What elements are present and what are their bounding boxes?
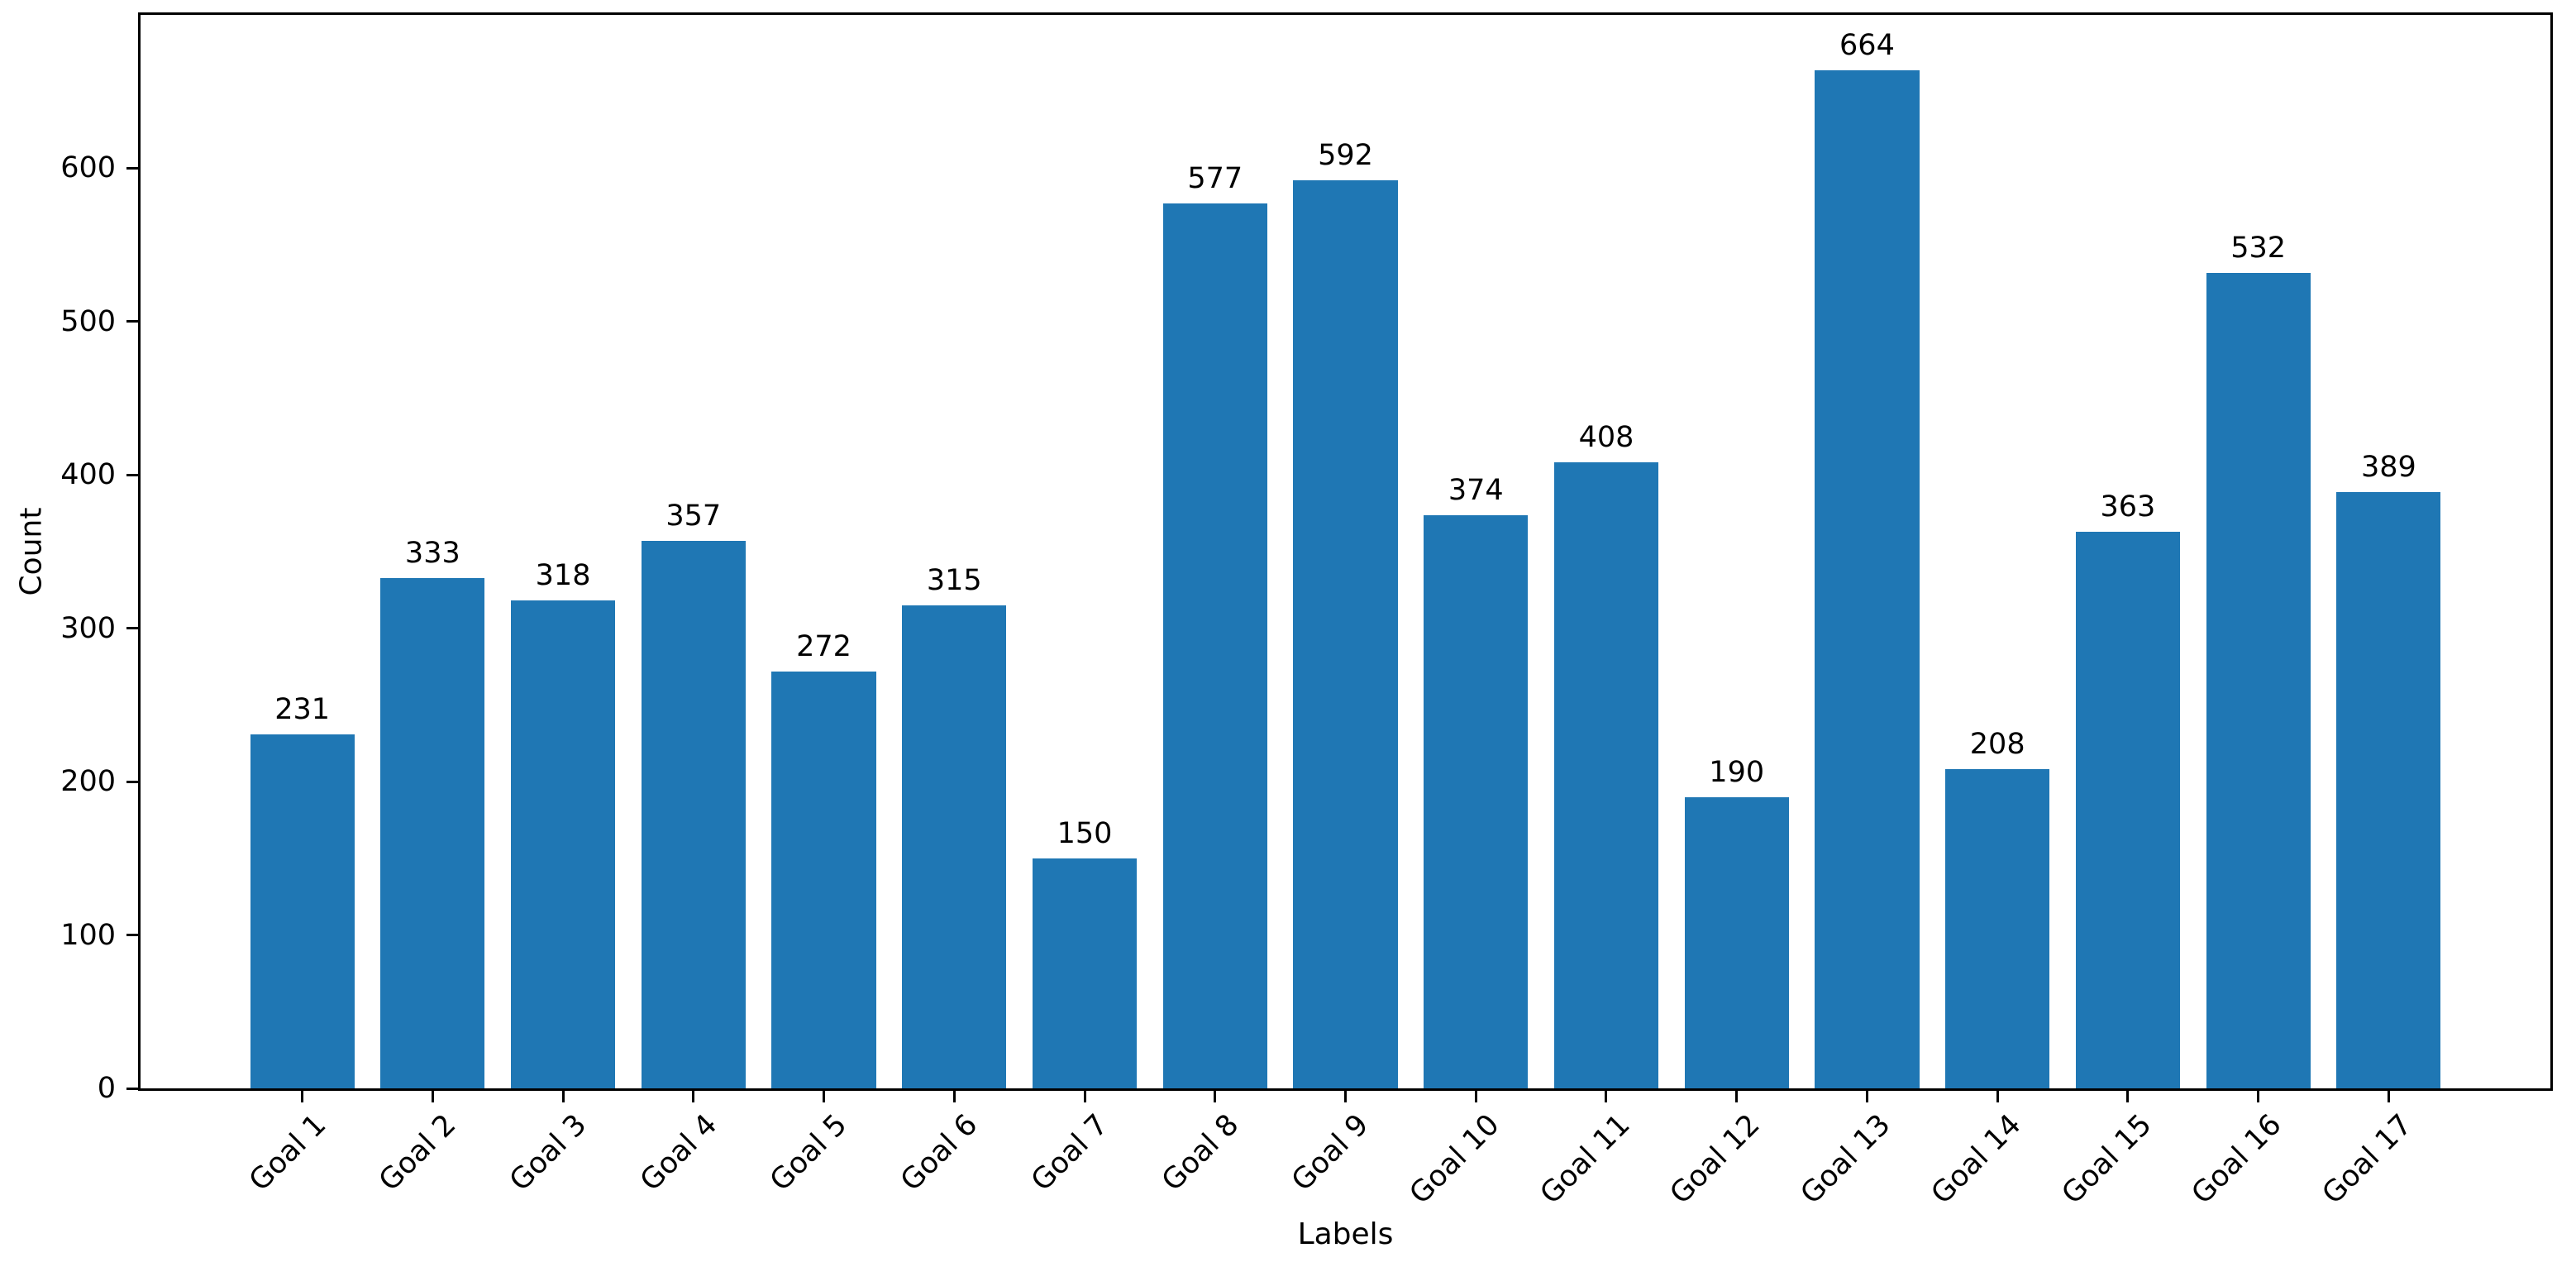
x-tick-mark — [1865, 1091, 1868, 1102]
y-tick-label: 300 — [60, 611, 116, 645]
bar-goal-12 — [1684, 796, 1789, 1088]
x-tick-label: Goal 5 — [764, 1108, 854, 1198]
y-tick-mark — [126, 1087, 138, 1090]
x-tick-mark — [1996, 1091, 1999, 1102]
bar-goal-3 — [510, 600, 616, 1088]
x-tick-label: Goal 9 — [1286, 1108, 1376, 1198]
bar-goal-14 — [1945, 769, 2050, 1088]
bar-goal-16 — [2206, 272, 2311, 1088]
bar-value-label: 532 — [2230, 231, 2287, 265]
plot-area: 231 333 318 357 272 315 150 577 592 374 408 190 664 2… — [138, 12, 2553, 1091]
y-tick-mark — [126, 627, 138, 630]
bar-value-label: 389 — [2360, 450, 2416, 484]
bar-value-label: 272 — [796, 629, 852, 663]
bar-value-label: 592 — [1318, 139, 1373, 173]
bar-value-label: 577 — [1187, 162, 1243, 196]
bar-goal-5 — [771, 671, 876, 1088]
x-axis-title: Labels — [1297, 1217, 1394, 1251]
y-tick-label: 400 — [60, 458, 116, 492]
y-tick-mark — [126, 780, 138, 783]
x-tick-label: Goal 8 — [1155, 1108, 1246, 1198]
y-tick-mark — [126, 473, 138, 476]
y-tick-label: 0 — [97, 1072, 116, 1105]
x-tick-mark — [692, 1091, 695, 1102]
bar-value-label: 190 — [1709, 755, 1765, 789]
x-tick-label: Goal 13 — [1794, 1108, 1897, 1212]
x-tick-label: Goal 4 — [633, 1108, 724, 1198]
bar-value-label: 363 — [2100, 490, 2156, 524]
x-tick-label: Goal 1 — [242, 1108, 332, 1198]
x-tick-label: Goal 7 — [1025, 1108, 1115, 1198]
bar-goal-2 — [380, 577, 485, 1088]
bar-goal-15 — [2075, 531, 2181, 1088]
bar-value-label: 231 — [274, 692, 330, 726]
y-tick-label: 500 — [60, 304, 116, 338]
x-tick-label: Goal 6 — [894, 1108, 985, 1198]
y-tick-label: 200 — [60, 765, 116, 799]
x-tick-mark — [1214, 1091, 1217, 1102]
x-tick-mark — [1083, 1091, 1086, 1102]
x-tick-mark — [431, 1091, 434, 1102]
bar-goal-1 — [250, 734, 355, 1088]
x-tick-mark — [301, 1091, 304, 1102]
y-tick-mark — [126, 166, 138, 170]
bar-goal-17 — [2336, 491, 2441, 1088]
x-tick-label: Goal 16 — [2185, 1108, 2288, 1212]
bar-goal-10 — [1424, 514, 1529, 1088]
bar-value-label: 374 — [1448, 473, 1504, 507]
bar-goal-7 — [1032, 858, 1138, 1088]
bar-value-label: 315 — [926, 563, 982, 597]
x-tick-mark — [1474, 1091, 1477, 1102]
bar-value-label: 333 — [404, 536, 460, 570]
x-tick-label: Goal 11 — [1534, 1108, 1637, 1212]
bar-value-label: 318 — [535, 559, 591, 593]
x-tick-label: Goal 2 — [373, 1108, 463, 1198]
y-tick-mark — [126, 320, 138, 323]
x-tick-label: Goal 10 — [1403, 1108, 1506, 1212]
x-tick-mark — [1605, 1091, 1608, 1102]
x-tick-label: Goal 15 — [2055, 1108, 2159, 1212]
bar-goal-13 — [1815, 69, 1920, 1088]
bar-value-label: 150 — [1057, 816, 1113, 850]
x-tick-mark — [823, 1091, 826, 1102]
x-tick-mark — [2387, 1091, 2390, 1102]
x-tick-mark — [952, 1091, 956, 1102]
y-tick-label: 100 — [60, 918, 116, 952]
y-axis-title: Count — [14, 507, 49, 596]
bar-value-label: 664 — [1839, 28, 1895, 62]
bar-goal-11 — [1553, 462, 1659, 1088]
bars-layer: 231 333 318 357 272 315 150 577 592 374 408 190 664 2… — [141, 15, 2550, 1088]
x-tick-mark — [1344, 1091, 1347, 1102]
bar-value-label: 357 — [665, 500, 722, 533]
bar-goal-8 — [1162, 203, 1267, 1088]
bar-value-label: 208 — [1969, 728, 2025, 762]
bar-value-label: 408 — [1578, 421, 1634, 455]
y-tick-mark — [126, 934, 138, 937]
x-tick-label: Goal 12 — [1663, 1108, 1767, 1212]
x-tick-mark — [2257, 1091, 2260, 1102]
x-tick-mark — [2126, 1091, 2130, 1102]
bar-goal-6 — [902, 605, 1007, 1088]
x-tick-label: Goal 17 — [2316, 1108, 2419, 1212]
bar-goal-4 — [641, 541, 746, 1088]
y-tick-label: 600 — [60, 151, 116, 185]
x-tick-label: Goal 3 — [503, 1108, 594, 1198]
x-tick-mark — [561, 1091, 565, 1102]
x-tick-label: Goal 14 — [1925, 1108, 2028, 1212]
x-tick-mark — [1735, 1091, 1739, 1102]
bar-goal-9 — [1293, 180, 1398, 1088]
